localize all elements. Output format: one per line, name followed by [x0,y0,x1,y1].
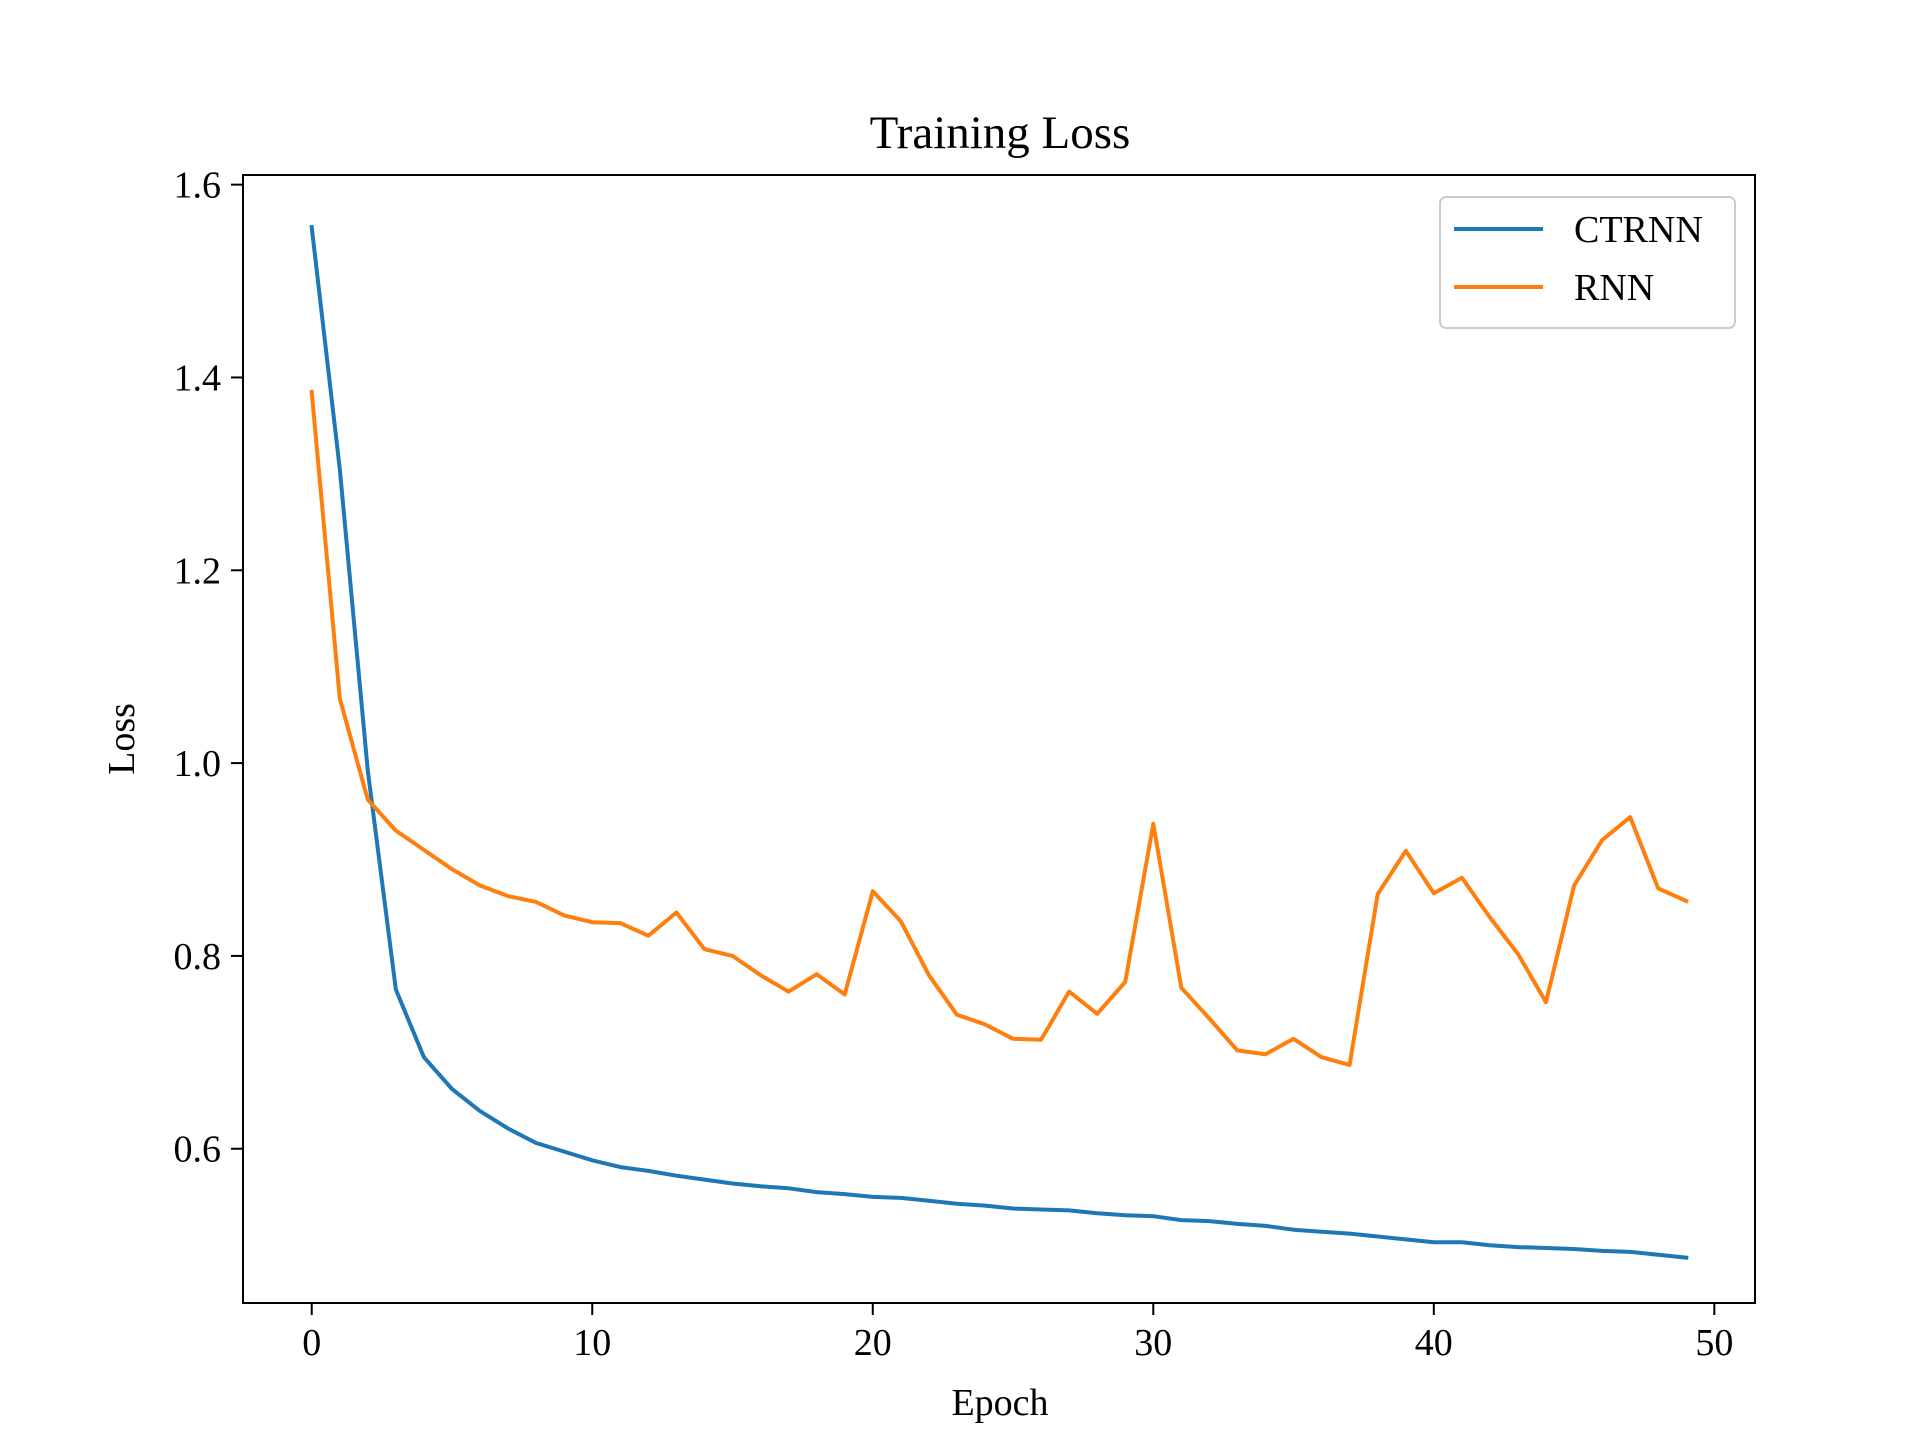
y-axis-label: Loss [101,703,143,775]
y-tick-label: 1.0 [174,743,222,785]
x-tick-label: 40 [1415,1322,1453,1364]
x-axis-label: Epoch [951,1382,1048,1424]
chart-title: Training Loss [870,107,1131,159]
series-line-ctrnn [309,224,1689,1260]
y-tick-label: 1.2 [174,550,222,592]
legend: CTRNN RNN [1439,196,1736,329]
x-axis: 0 10 20 30 40 50 [302,1303,1733,1364]
series-layer [309,224,1689,1260]
y-tick-label: 1.6 [174,165,222,207]
y-tick-label: 0.6 [174,1129,222,1171]
y-axis: 0.6 0.8 1.0 1.2 1.4 1.6 [174,165,243,1171]
x-tick-label: 30 [1134,1322,1172,1364]
y-tick-label: 1.4 [174,357,222,399]
x-tick-label: 50 [1695,1322,1733,1364]
legend-label-ctrnn: CTRNN [1574,209,1703,251]
x-tick-label: 20 [854,1322,892,1364]
plot-frame [242,174,1756,1304]
x-tick-label: 10 [573,1322,611,1364]
legend-label-rnn: RNN [1574,267,1654,309]
y-tick-label: 0.8 [174,936,222,978]
series-line-rnn [309,389,1689,1067]
x-tick-label: 0 [302,1322,321,1364]
